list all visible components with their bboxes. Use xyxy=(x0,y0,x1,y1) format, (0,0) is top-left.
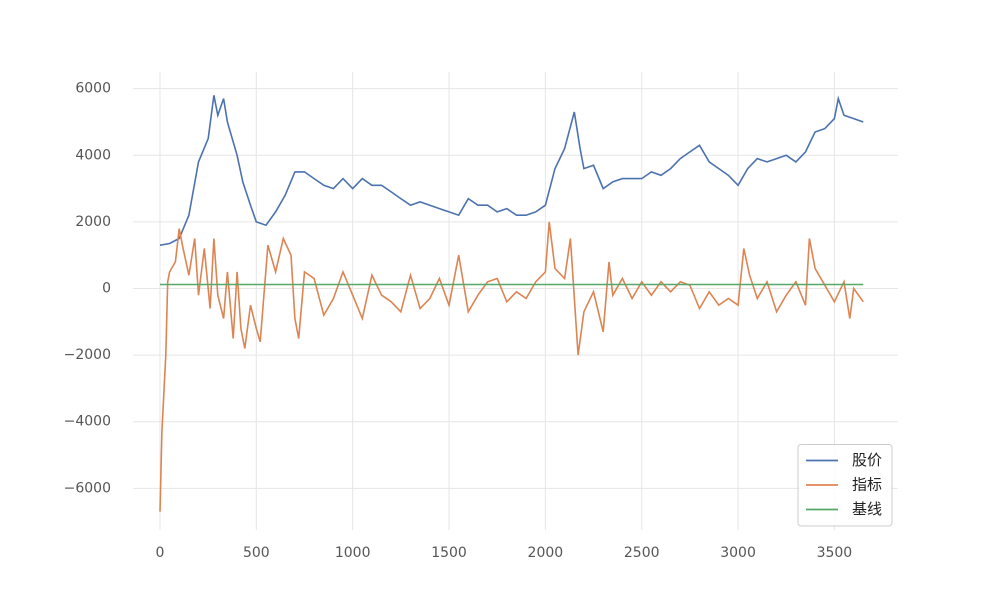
y-tick-label: 0 xyxy=(102,281,111,297)
y-tick-label: −4000 xyxy=(64,414,111,430)
legend-label: 指标 xyxy=(852,476,882,494)
legend-label: 股价 xyxy=(852,451,882,469)
y-tick-label: 4000 xyxy=(75,147,111,163)
x-tick-label: 1000 xyxy=(335,545,371,561)
y-tick-label: 2000 xyxy=(75,214,111,230)
x-tick-label: 2500 xyxy=(624,545,660,561)
x-tick-label: 1500 xyxy=(431,545,467,561)
series-line xyxy=(159,221,864,512)
legend-label: 基线 xyxy=(852,500,882,518)
x-tick-label: 2000 xyxy=(528,545,564,561)
legend-frame xyxy=(797,444,893,527)
series-line xyxy=(159,95,864,246)
y-tick-label: −6000 xyxy=(64,480,111,496)
x-tick-label: 500 xyxy=(243,545,270,561)
y-tick-label: −2000 xyxy=(64,347,111,363)
x-tick-label: 3000 xyxy=(720,545,756,561)
x-tick-label: 3500 xyxy=(817,545,853,561)
y-tick-label: 6000 xyxy=(75,81,111,97)
x-tick-label: 0 xyxy=(156,545,165,561)
